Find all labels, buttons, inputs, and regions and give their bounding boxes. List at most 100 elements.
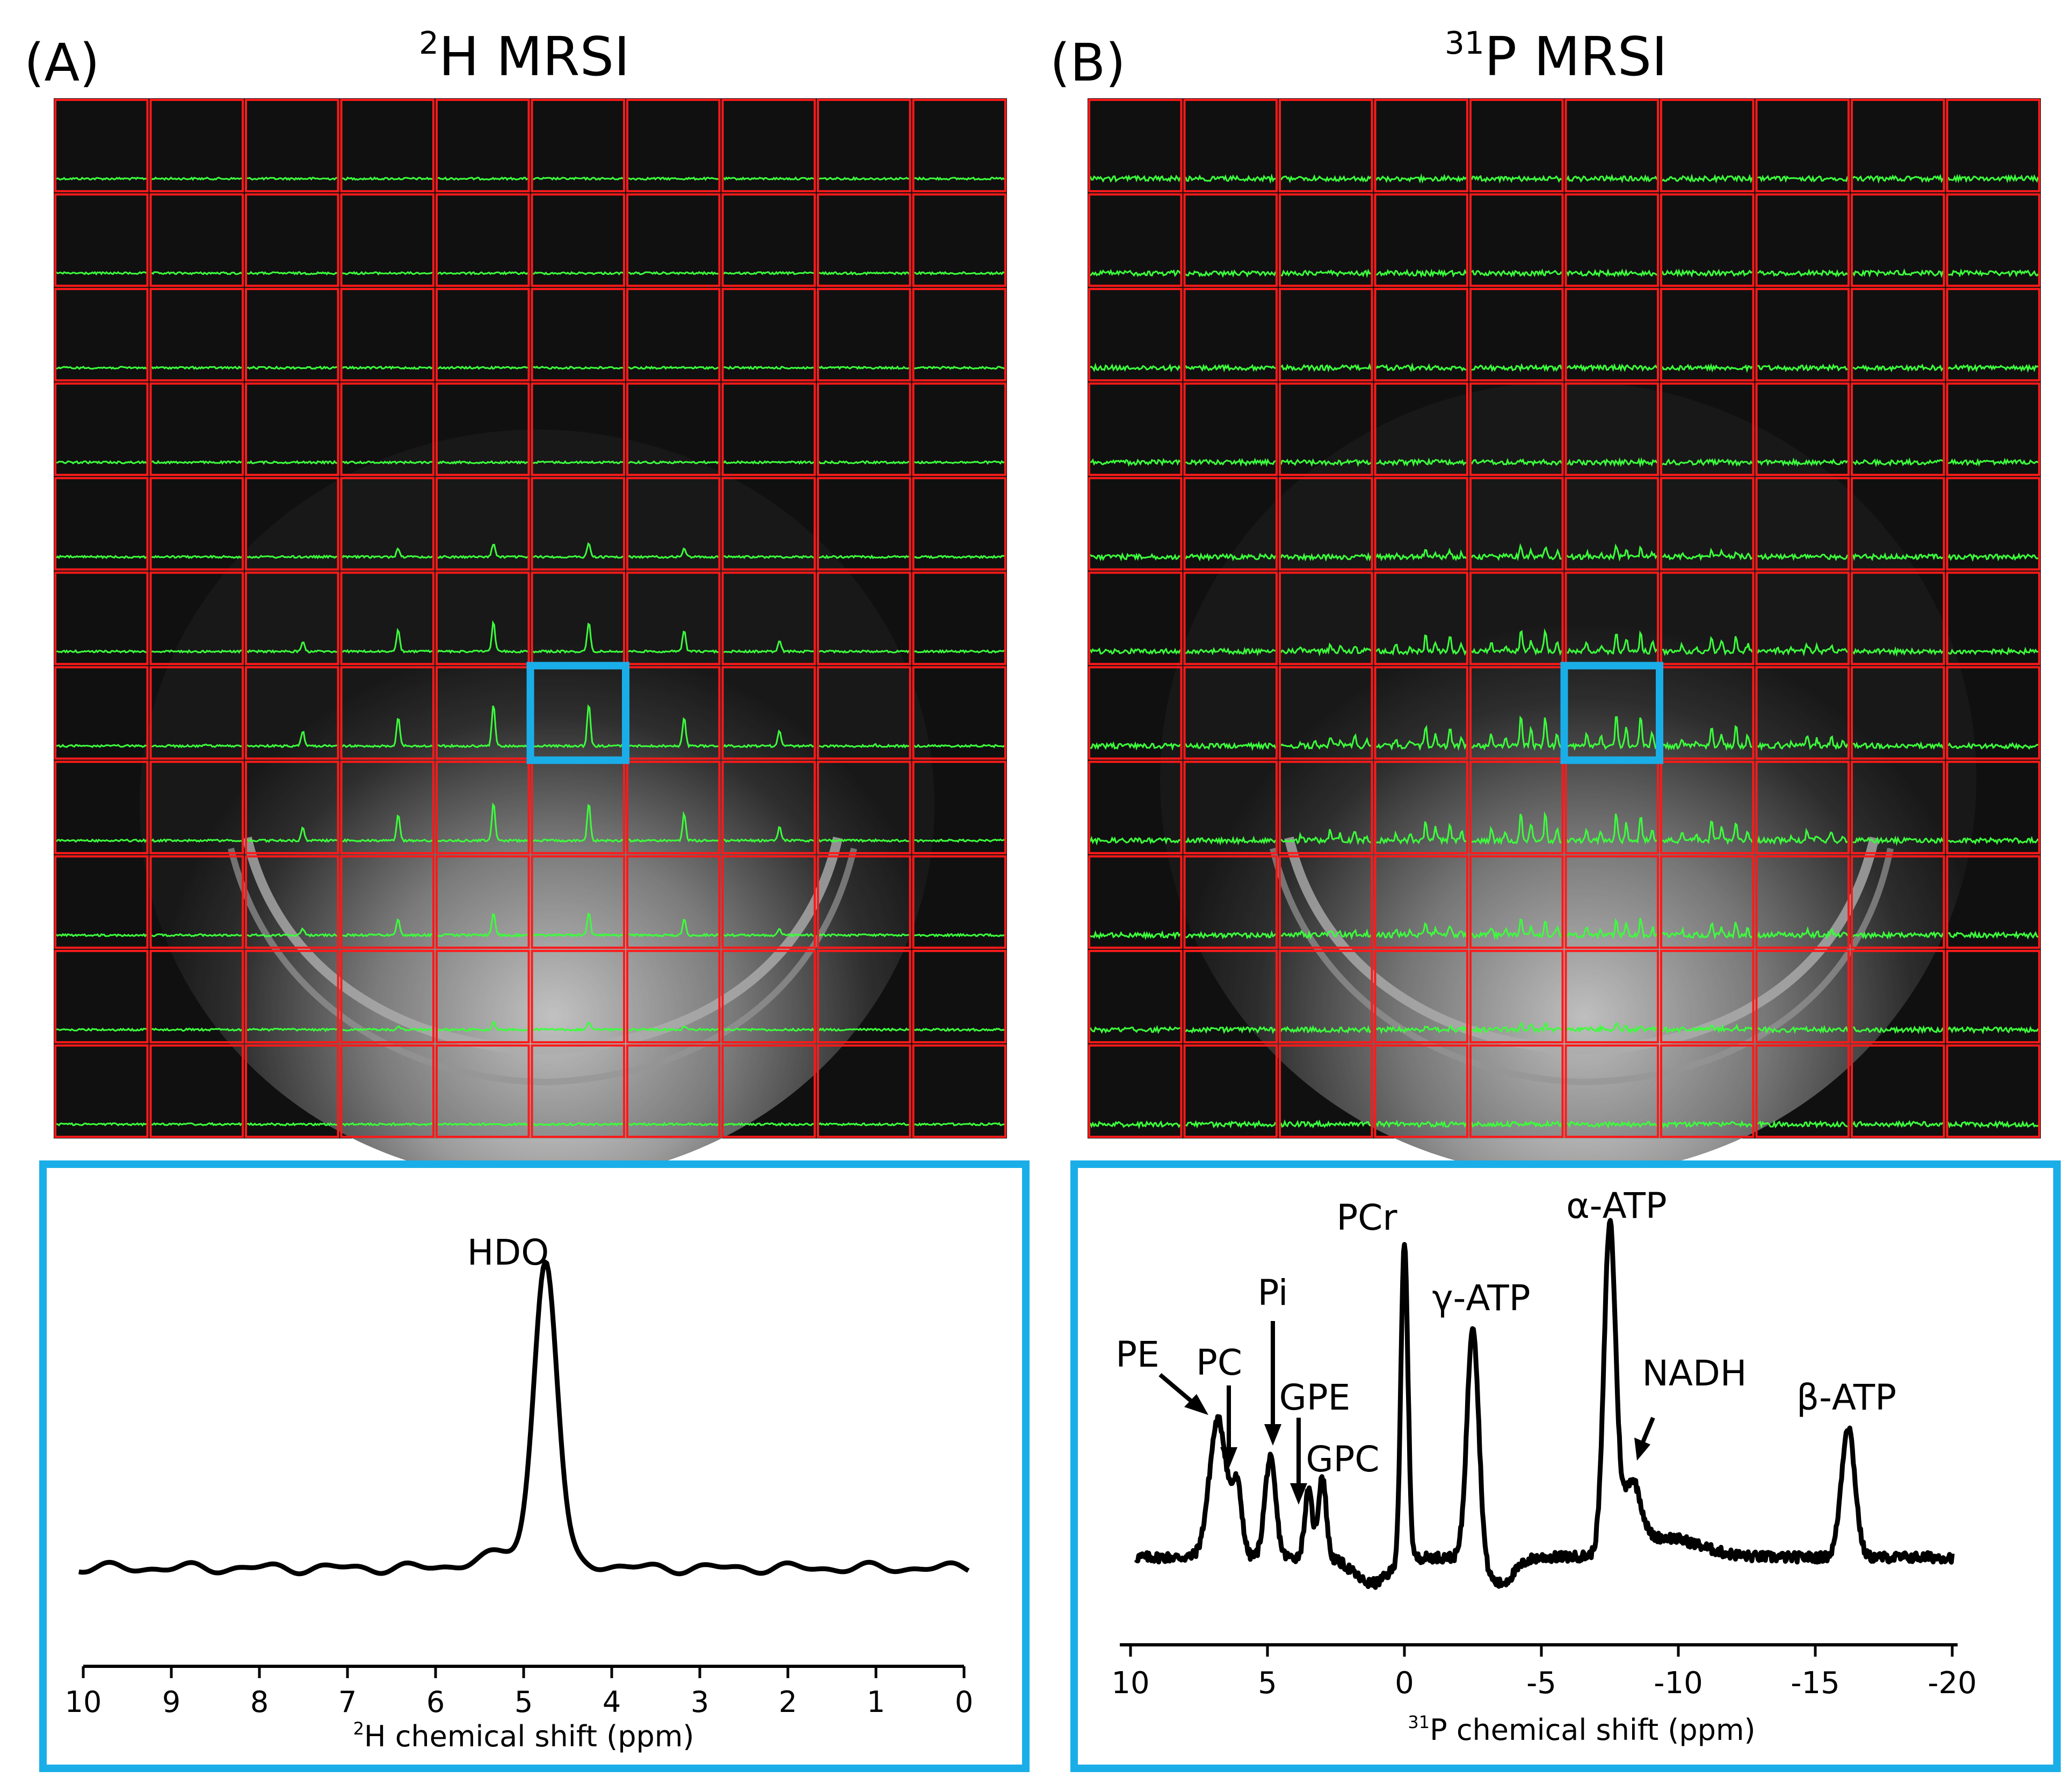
voxel-spectrum <box>1757 642 1849 657</box>
voxel-spectrum <box>342 547 433 560</box>
voxel-spectrum <box>1089 647 1181 655</box>
voxel-cell <box>340 571 434 665</box>
panel-b-x-ticks: 10 5 0 -5 -10 -15 -20 <box>1111 1645 1977 1701</box>
voxel-cell <box>912 760 1006 854</box>
voxel-spectrum <box>1757 735 1849 751</box>
voxel-spectrum <box>1471 1021 1562 1034</box>
peak-label: NADH <box>1642 1353 1747 1394</box>
panel-a-mrsi-map <box>54 98 1007 1181</box>
voxel-spectrum <box>437 620 528 654</box>
x-tick-label: 2 <box>779 1685 797 1719</box>
peak-label: β-ATP <box>1796 1377 1896 1418</box>
voxel-spectrum <box>532 1122 624 1127</box>
voxel-cell <box>245 855 339 949</box>
voxel-cell <box>1851 571 1945 665</box>
voxel-spectrum <box>914 1122 1005 1127</box>
voxel-cell <box>340 288 434 382</box>
voxel-cell <box>436 477 530 571</box>
panel-a-voxel-grid <box>54 99 1006 1138</box>
voxel-spectrum <box>1471 268 1562 278</box>
voxel-cell <box>436 1044 530 1138</box>
voxel-cell <box>912 1044 1006 1138</box>
voxel-cell <box>912 666 1006 760</box>
voxel-cell <box>1183 99 1278 193</box>
panel-a-x-axis-sup: 2 <box>353 1718 364 1739</box>
voxel-cell <box>1374 760 1468 854</box>
voxel-spectrum <box>628 176 719 181</box>
voxel-spectrum <box>818 1122 909 1127</box>
voxel-cell <box>912 855 1006 949</box>
voxel-cell <box>721 571 816 665</box>
voxel-cell <box>817 571 911 665</box>
voxel-cell <box>1279 1044 1373 1138</box>
voxel-cell <box>1564 1044 1659 1138</box>
voxel-cell <box>149 288 244 382</box>
voxel-spectrum <box>1566 814 1657 846</box>
voxel-cell <box>149 1044 244 1138</box>
voxel-spectrum <box>1566 918 1658 940</box>
panel-a-x-axis-rest: H chemical shift (ppm) <box>364 1719 694 1753</box>
voxel-spectrum <box>1567 630 1658 656</box>
panel-b-selected-voxel <box>1560 662 1663 764</box>
voxel-cell <box>54 99 149 193</box>
voxel-cell <box>1660 193 1755 287</box>
voxel-cell <box>1088 288 1183 382</box>
voxel-cell <box>1946 382 2040 476</box>
panel-b-voxel-grid <box>1088 99 2040 1138</box>
voxel-cell <box>1946 666 2040 760</box>
voxel-cell <box>1564 193 1659 287</box>
voxel-spectrum <box>533 542 624 559</box>
voxel-spectrum <box>533 271 624 275</box>
panel-a-title-rest: H MRSI <box>439 25 630 88</box>
voxel-cell <box>817 99 911 193</box>
voxel-spectrum <box>628 1025 719 1032</box>
voxel-spectrum <box>818 271 910 276</box>
panel-a-spectrum-box: 10 9 8 7 6 5 4 3 2 1 0 HDO 2H chemical shift (ppm) <box>39 1160 1030 1772</box>
voxel-cell <box>245 760 339 854</box>
voxel-cell <box>817 855 911 949</box>
voxel-spectrum <box>1566 363 1658 372</box>
voxel-spectrum <box>1662 547 1753 561</box>
voxel-cell <box>1946 477 2040 571</box>
peak-label: GPE <box>1279 1377 1351 1418</box>
voxel-cell <box>721 666 816 760</box>
voxel-cell <box>1469 477 1564 571</box>
voxel-spectrum <box>1947 364 2039 373</box>
voxel-spectrum <box>1757 363 1848 372</box>
voxel-spectrum <box>627 717 719 749</box>
p31-spectrum-curve <box>1134 1218 1955 1590</box>
voxel-spectrum <box>1852 364 1944 373</box>
voxel-cell <box>149 193 244 287</box>
voxel-spectrum <box>1567 457 1658 468</box>
voxel-cell <box>149 382 244 476</box>
panel-b-mrsi-map <box>1088 98 2041 1176</box>
voxel-cell <box>626 382 721 476</box>
voxel-spectrum <box>342 814 433 843</box>
voxel-spectrum <box>1662 173 1753 184</box>
voxel-spectrum <box>818 649 910 654</box>
voxel-spectrum <box>818 460 910 465</box>
voxel-cell <box>1660 949 1755 1043</box>
voxel-spectrum <box>1280 1025 1372 1034</box>
voxel-cell <box>817 477 911 571</box>
voxel-cell <box>1755 666 1850 760</box>
voxel-spectrum <box>1185 458 1276 467</box>
voxel-spectrum <box>151 365 242 370</box>
voxel-spectrum <box>1280 363 1372 373</box>
voxel-spectrum <box>628 811 719 843</box>
voxel-cell <box>149 666 244 760</box>
voxel-spectrum <box>1280 268 1371 278</box>
voxel-spectrum <box>1375 921 1467 939</box>
x-tick-label: 8 <box>250 1685 269 1719</box>
voxel-spectrum <box>1375 1024 1467 1034</box>
voxel-cell <box>1183 477 1278 571</box>
voxel-spectrum <box>1185 269 1277 278</box>
voxel-spectrum <box>1471 715 1562 751</box>
voxel-spectrum <box>1185 1026 1277 1034</box>
voxel-cell <box>1374 99 1468 193</box>
voxel-spectrum <box>723 928 814 938</box>
voxel-spectrum <box>532 912 624 938</box>
peak-label: α-ATP <box>1566 1185 1667 1227</box>
x-tick-label: -5 <box>1526 1666 1556 1701</box>
x-tick-label: 3 <box>691 1685 709 1719</box>
